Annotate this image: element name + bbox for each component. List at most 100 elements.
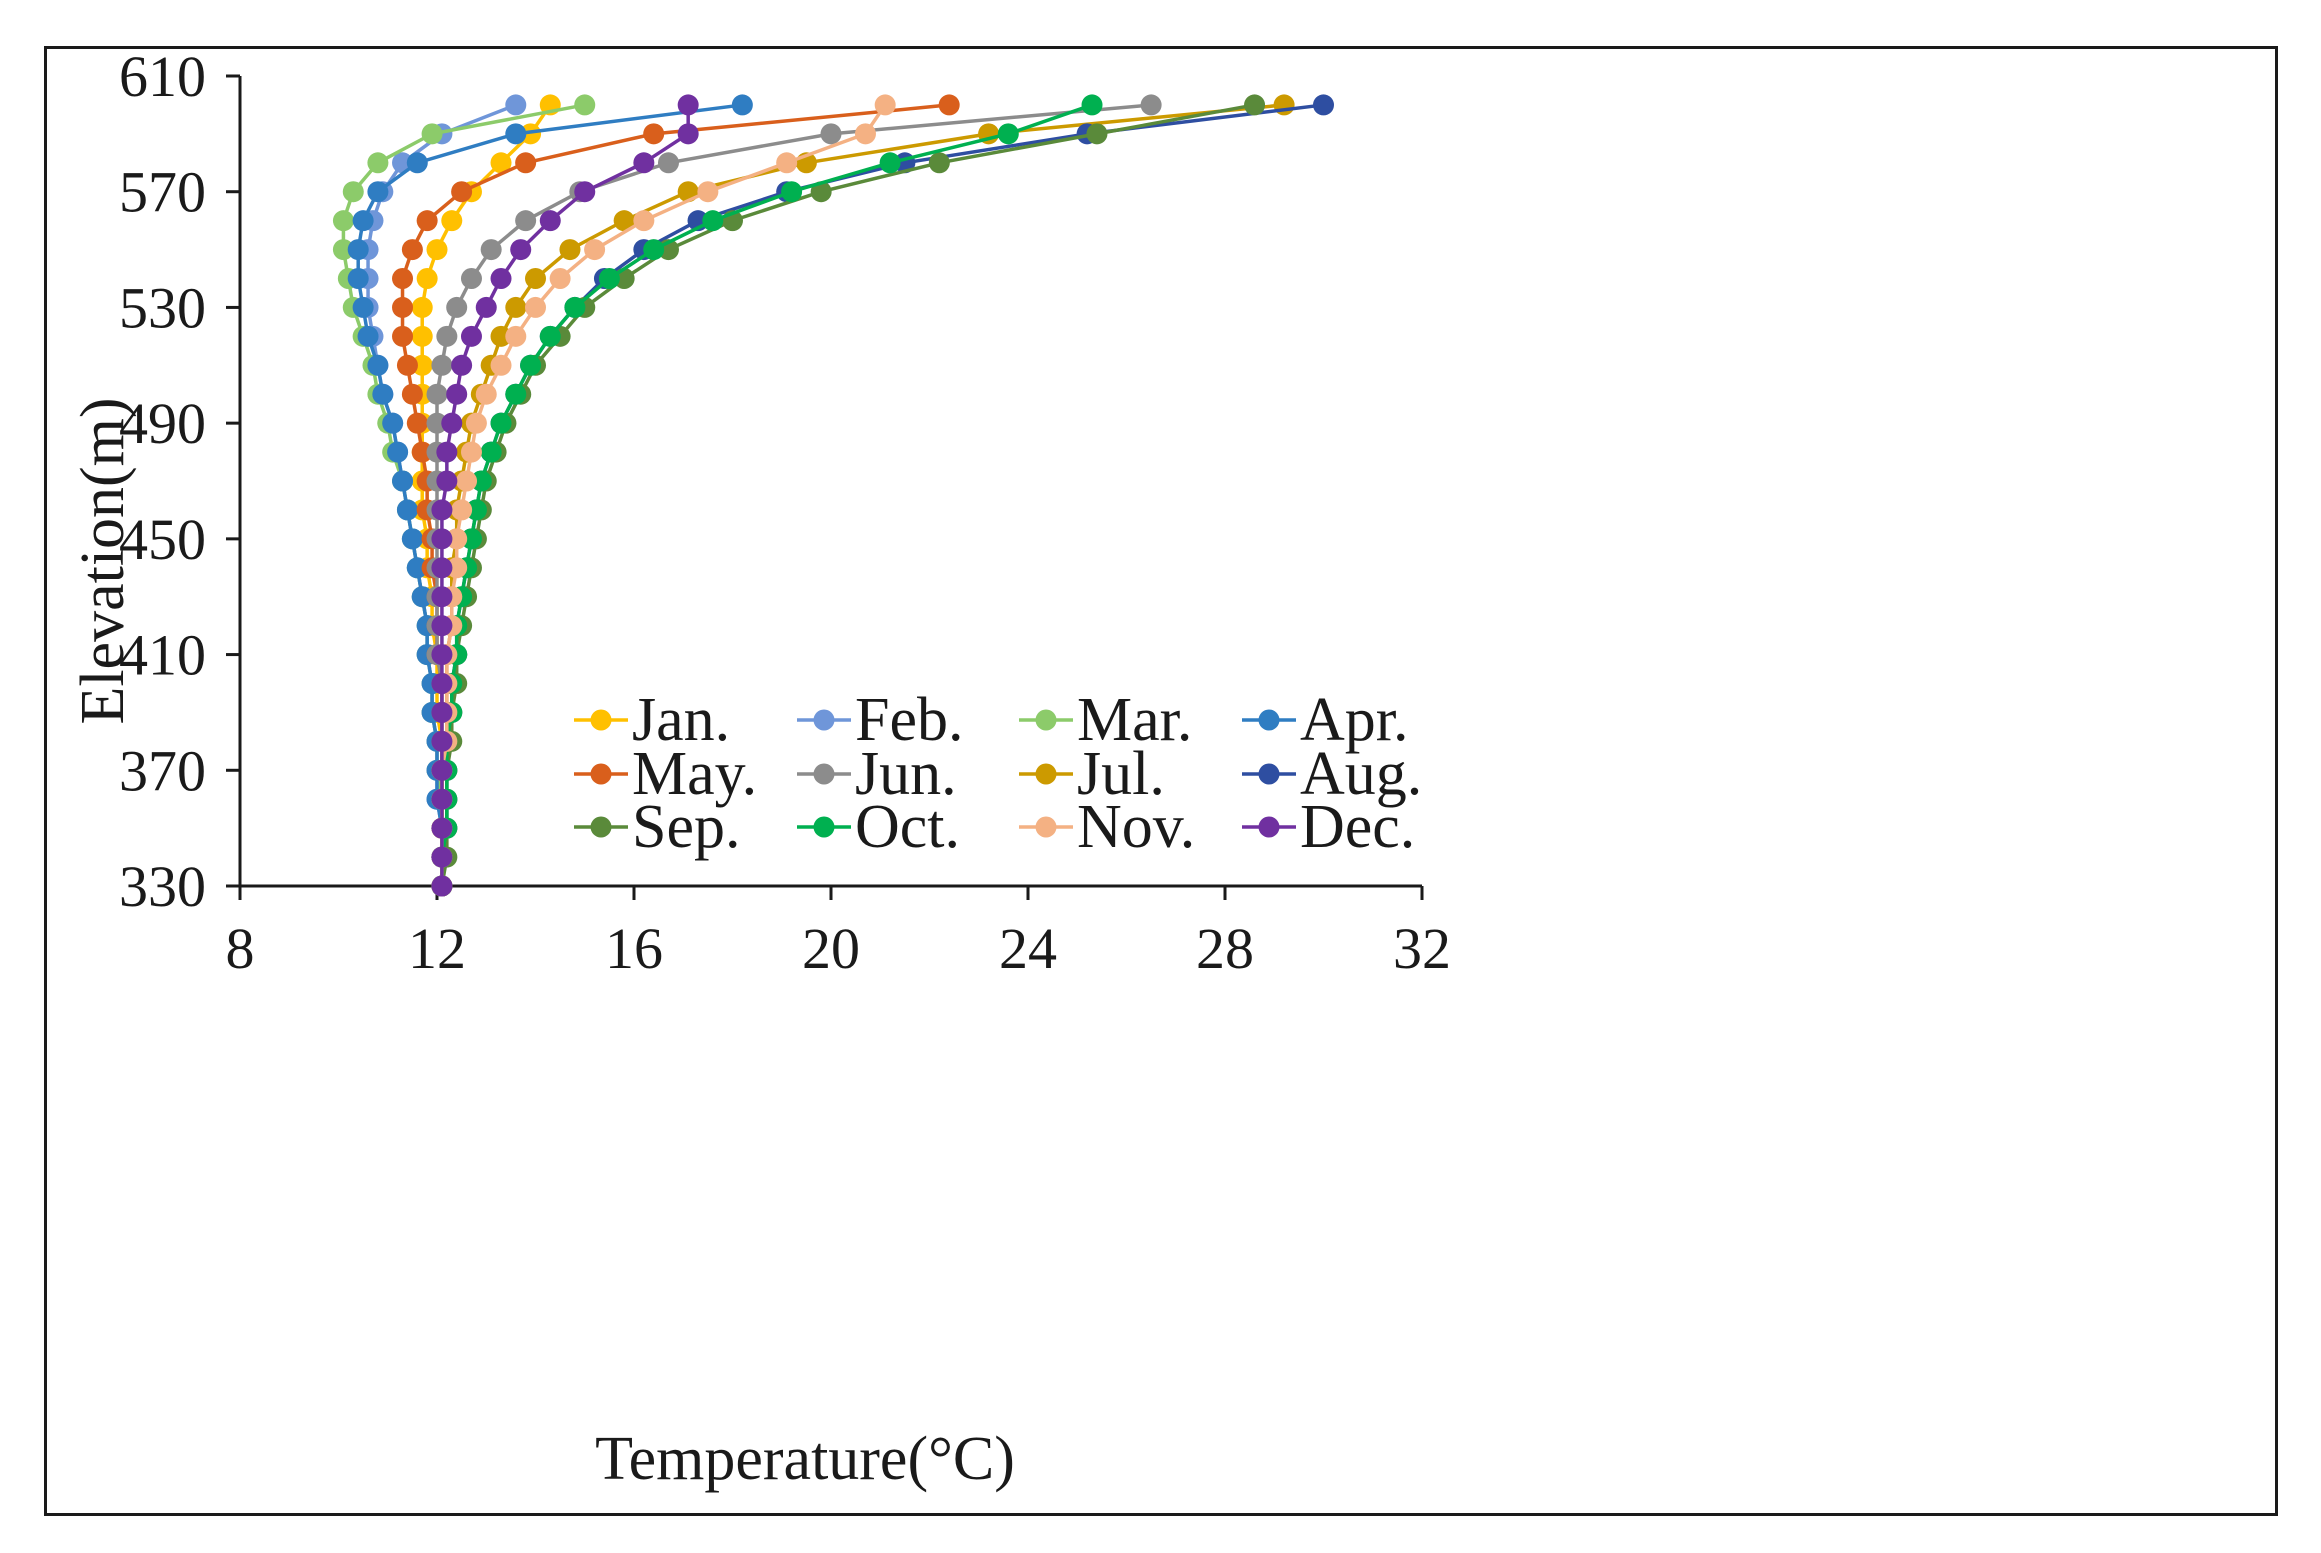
data-point [643,239,665,261]
data-point [505,383,527,405]
legend-label: Dec. [1300,793,1415,861]
data-point [539,210,561,232]
data-point [781,181,803,203]
legend-swatch-marker [813,763,835,785]
data-point [928,152,950,174]
data-point [997,123,1019,145]
data-point [431,644,453,666]
data-point [392,325,414,347]
legend-item: Mar. [1019,686,1192,754]
data-point [475,383,497,405]
data-point [525,296,546,318]
data-point [451,499,473,521]
legend-label: Apr. [1300,686,1409,754]
legend-swatch-marker [1258,763,1280,785]
data-point [810,181,832,203]
series-layer [332,94,1334,897]
data-point [776,152,798,174]
data-point [387,441,409,463]
legend-swatch-marker [1258,816,1280,838]
data-point [938,94,960,116]
data-point [598,268,620,289]
data-point [465,412,487,434]
legend-label: Feb. [855,686,964,754]
legend-item: May. [574,740,757,808]
data-point [1140,94,1162,116]
data-point [470,470,492,492]
legend-label: Jan. [632,686,730,754]
data-point [431,875,453,897]
data-point [520,354,542,376]
data-point [431,615,453,637]
data-point [1081,94,1103,116]
series-dec [431,94,699,897]
legend-item: Nov. [1019,793,1195,861]
legend-swatch-marker [1035,709,1057,731]
data-point [525,268,546,289]
series-line [440,103,1255,887]
legend-item: Apr. [1242,686,1409,754]
data-point [451,181,473,203]
legend-item: Feb. [797,686,964,754]
data-point [431,354,453,376]
data-point [480,239,502,261]
data-point [510,239,532,261]
y-tick-label: 410 [119,623,206,688]
legend-item: Aug. [1242,740,1422,808]
data-point [702,210,724,232]
axes: 330 370 410 450 490 530 570 610 8 12 16 20 24 28 32 [119,49,1451,981]
data-point [431,730,453,752]
data-point [677,94,699,116]
data-point [451,354,473,376]
data-point [505,296,527,318]
data-point [854,123,876,145]
legend-swatch-marker [1035,763,1057,785]
data-point [697,181,719,203]
data-point [411,441,433,463]
data-point [367,181,389,203]
legend-label: Aug. [1300,740,1422,808]
data-point [574,181,596,203]
data-point [347,268,369,289]
legend-item: Sep. [574,793,741,861]
data-point [460,528,482,550]
data-point [431,673,453,694]
x-tick-label: 8 [226,916,255,981]
data-point [574,94,596,116]
data-point [460,268,482,289]
data-point [392,470,414,492]
data-point [446,296,468,318]
chart-frame: 330 370 410 450 490 530 570 610 8 12 16 20 24 28 32 Ja… [44,46,2278,1516]
data-point [431,846,453,868]
data-point [480,441,502,463]
legend-swatch-marker [1035,816,1057,838]
y-tick-label: 330 [119,854,206,919]
data-point [1086,123,1108,145]
data-point [352,210,374,232]
data-point [490,152,512,174]
data-point [426,383,448,405]
data-point [475,296,497,318]
series-line [440,104,690,886]
data-point [490,412,512,434]
data-point [879,152,901,174]
data-point [460,441,482,463]
data-point [731,94,753,116]
data-point [1313,94,1334,116]
series-line [440,103,887,886]
data-point [431,499,453,521]
y-tick-label: 610 [119,49,206,109]
data-point [505,123,527,145]
x-tick-label: 20 [802,916,860,981]
data-point [564,296,586,318]
data-point [613,210,635,232]
legend-label: Jul. [1077,740,1165,808]
data-point [490,325,512,347]
data-point [426,239,448,261]
legend: Jan. Feb. Mar. Apr. May. Jun. Jul. Aug. Sep. Oct.… [574,686,1422,861]
y-tick-label: 490 [119,391,206,456]
data-point [441,412,463,434]
data-point [1244,94,1266,116]
legend-label: Jun. [855,740,957,808]
x-tick-label: 12 [408,916,466,981]
